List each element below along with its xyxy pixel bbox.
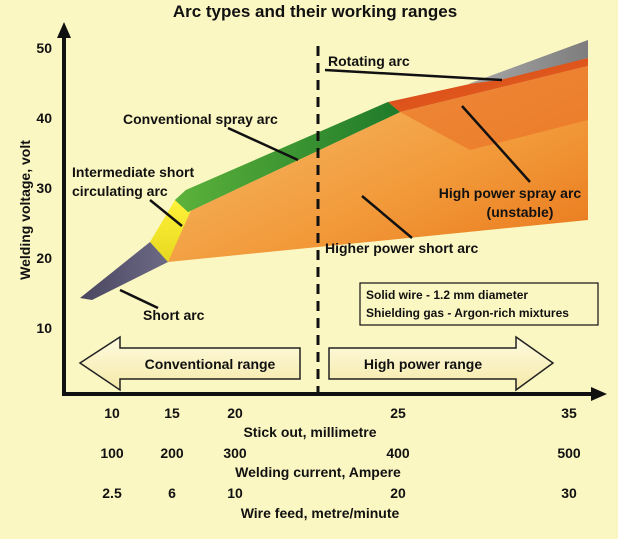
- current-tick-100: 100: [100, 445, 124, 461]
- wirefeed-tick-6: 6: [168, 485, 176, 501]
- stickout-tick-15: 15: [164, 405, 180, 421]
- rotating-arc-label: Rotating arc: [328, 53, 410, 69]
- short-arc-label: Short arc: [143, 307, 205, 323]
- conventional-range-label: Conventional range: [145, 356, 276, 372]
- diagram-title: Arc types and their working ranges: [173, 2, 457, 21]
- rotating-arc-region: [468, 40, 588, 84]
- wirefeed-tick-30: 30: [561, 485, 577, 501]
- y-tick-10: 10: [36, 320, 52, 336]
- high-power-range-arrow: [328, 335, 555, 392]
- conventional-range-arrow: [78, 335, 301, 392]
- stickout-tick-10: 10: [104, 405, 120, 421]
- intermediate-arc-region: [150, 200, 192, 262]
- stickout-tick-20: 20: [227, 405, 243, 421]
- higher-power-short-pointer: [361, 195, 413, 239]
- current-tick-200: 200: [160, 445, 184, 461]
- x-axis-arrowhead: [591, 387, 607, 401]
- current-tick-500: 500: [557, 445, 581, 461]
- high-power-spray-shade: [400, 66, 588, 150]
- y-tick-40: 40: [36, 110, 52, 126]
- wirefeed-axis-label: Wire feed, metre/minute: [241, 505, 400, 521]
- conventional-spray-top-face: [175, 102, 400, 212]
- current-tick-300: 300: [223, 445, 247, 461]
- y-tick-20: 20: [36, 250, 52, 266]
- stickout-axis-label: Stick out, millimetre: [243, 424, 376, 440]
- info-box-gas: Shielding gas - Argon-rich mixtures: [366, 306, 569, 320]
- intermediate-arc-label-line1: Intermediate short: [72, 164, 194, 180]
- short-arc-pointer: [119, 288, 159, 310]
- high-power-spray-label-line1: High power spray arc: [439, 185, 582, 201]
- high-power-spray-label-line2: (unstable): [487, 204, 554, 220]
- info-box-wire: Solid wire - 1.2 mm diameter: [366, 288, 528, 302]
- wirefeed-tick-2-5: 2.5: [102, 485, 122, 501]
- rotating-arc-pointer: [324, 68, 503, 82]
- wirefeed-tick-10: 10: [227, 485, 243, 501]
- current-axis-label: Welding current, Ampere: [235, 464, 401, 480]
- high-power-spray-region: [388, 58, 588, 112]
- conventional-spray-pointer: [227, 126, 299, 162]
- conventional-spray-label: Conventional spray arc: [123, 111, 278, 127]
- high-power-range-label: High power range: [364, 356, 482, 372]
- higher-power-short-label: Higher power short arc: [325, 240, 478, 256]
- current-tick-400: 400: [386, 445, 410, 461]
- stickout-tick-25: 25: [390, 405, 406, 421]
- y-tick-50: 50: [36, 40, 52, 56]
- intermediate-arc-label-line2: circulating arc: [72, 183, 168, 199]
- y-axis-label: Welding voltage, volt: [17, 140, 33, 280]
- info-box: [359, 282, 599, 326]
- intermediate-arc-pointer: [149, 199, 183, 227]
- y-axis-arrowhead: [57, 22, 71, 38]
- high-power-spray-pointer: [461, 105, 531, 183]
- stickout-tick-35: 35: [561, 405, 577, 421]
- y-tick-30: 30: [36, 180, 52, 196]
- wirefeed-tick-20: 20: [390, 485, 406, 501]
- short-arc-region: [80, 242, 168, 300]
